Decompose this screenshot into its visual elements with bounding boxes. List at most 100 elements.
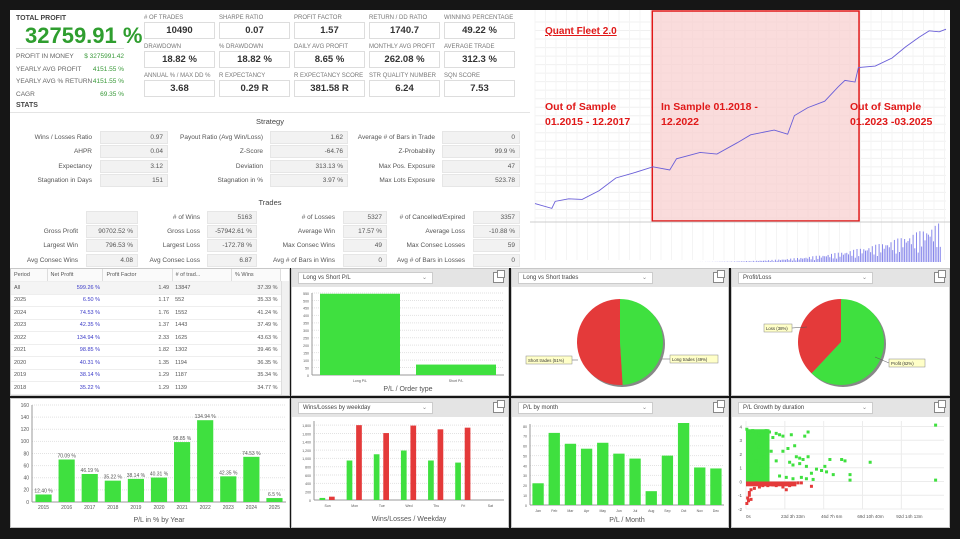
loss-point (781, 485, 785, 489)
table-row[interactable]: 2024 74.53 % 1.76 1552 41.24 % (11, 306, 281, 320)
bar-Aug (645, 491, 657, 505)
month-dropdown[interactable]: P/L by month ⌄ (518, 402, 653, 414)
table-cell: 38.14 % (47, 369, 103, 382)
loss-point (799, 481, 803, 485)
table-cell: 41.24 % (231, 306, 281, 320)
table-row[interactable]: 2019 38.14 % 1.29 1187 35.34 % (11, 369, 281, 382)
popout-window-icon[interactable] (493, 270, 505, 283)
metric-value: 8.65 % (294, 51, 365, 68)
table-cell: 1.35 (102, 356, 173, 370)
weekday-dropdown[interactable]: Wins/Losses by weekday ⌄ (298, 402, 433, 414)
popout-window-icon[interactable] (934, 400, 946, 413)
bar-Wed-s1 (410, 425, 417, 500)
pie-leader-line (791, 326, 808, 329)
pie-label: Loss (38%) (766, 326, 788, 331)
win-point (749, 473, 753, 477)
y-tick-label: 20 (23, 488, 29, 494)
x-tick-label: Aug (648, 509, 654, 513)
table-row[interactable]: 2021 98.85 % 1.82 1302 39.46 % (11, 344, 281, 357)
summary-row: PROFIT IN MONEY $ 3275991.42 (16, 53, 124, 62)
summary-label: YEARLY AVG % RETURN (16, 78, 93, 85)
chevron-down-icon: ⌄ (861, 275, 867, 281)
pie-label-box (525, 355, 573, 365)
loss-point (766, 484, 770, 488)
pie-slice-1 (811, 299, 884, 385)
win-point (843, 459, 847, 463)
bar-Oct (677, 423, 690, 505)
y-tick-label: 200 (303, 344, 309, 348)
metric-value: 18.82 % (144, 51, 215, 68)
chart-title: Quant Fleet 2.0 (545, 26, 617, 37)
table-scrollbar[interactable] (281, 281, 289, 395)
table-cell: 552 (172, 294, 232, 307)
dropdown-value: Long vs Short P/L (303, 275, 351, 281)
profit-loss-dropdown[interactable]: Profit/Loss ⌄ (738, 272, 873, 284)
win-point (798, 462, 802, 466)
y-tick-label: 1,400 (302, 441, 311, 445)
weekday-chart: 0 200 400 600 800 1,000 1,200 1,400 1,600 1,800 Su… (302, 421, 504, 523)
summary-label: PROFIT IN MONEY (16, 53, 74, 60)
table-cell: 1.49 (102, 281, 173, 295)
strategy-value: 3.97 % (270, 173, 348, 187)
table-cell: 43.63 % (231, 331, 281, 345)
long-short-pl-dropdown[interactable]: Long vs Short P/L ⌄ (298, 272, 433, 284)
metric-label: PROFIT FACTOR (294, 15, 342, 21)
table-row[interactable]: 2018 35.22 % 1.29 1139 34.77 % (11, 381, 281, 395)
x-tick-label: Sat (488, 504, 493, 508)
column-header[interactable]: Net Profit (47, 269, 104, 282)
table-row[interactable]: All 599.26 % 1.49 13847 37.39 % (11, 281, 281, 295)
period-table-panel: Period Net Profit Profit Factor # of trad..… (10, 268, 290, 396)
bar-2021 (174, 442, 191, 502)
y-tick-label: 200 (305, 490, 311, 494)
trades-value: -172.78 % (207, 239, 257, 253)
column-header[interactable]: Period (11, 269, 48, 282)
strategy-label: Average # of Bars in Trade (357, 134, 435, 141)
loss-point (761, 484, 765, 488)
win-point (754, 430, 758, 434)
popout-window-icon[interactable] (934, 270, 946, 283)
popout-window-icon[interactable] (493, 400, 505, 413)
x-tick-label: Wed (405, 504, 412, 508)
x-tick-label: Apr (584, 509, 590, 513)
loss-point (788, 484, 792, 488)
table-cell: 34.77 % (231, 381, 281, 395)
column-header[interactable]: % Wins (231, 269, 281, 282)
x-tick-label: 23d 3h 33m (781, 514, 805, 519)
x-tick-label: 2021 (177, 505, 188, 511)
month-panel: P/L by month ⌄ 0 10 20 30 40 50 60 70 80 Jan Feb Mar… (511, 398, 729, 528)
yearly-pl-panel: 0 20 40 60 80 100 120 140 160 2015 12.40 % 2016 70.0… (10, 398, 290, 528)
pie-slice-1 (620, 299, 663, 385)
bar-Jan (532, 483, 544, 505)
loss-point (771, 483, 775, 487)
table-row[interactable]: 2022 134.94 % 2.33 1625 43.63 % (11, 331, 281, 345)
summary-label: CAGR (16, 90, 35, 98)
metric-label: DAILY AVG PROFIT (294, 44, 349, 50)
column-header[interactable]: # of trad... (172, 269, 233, 282)
table-row[interactable]: 2025 6.50 % 1.17 552 35.33 % (11, 294, 281, 307)
strategy-value: 0 (442, 131, 520, 144)
chevron-down-icon: ⌄ (861, 405, 867, 411)
table-cell: 1.17 (102, 294, 173, 307)
x-tick-label: 2022 (200, 505, 211, 511)
table-cell: 2023 (11, 319, 47, 332)
table-row[interactable]: 2020 40.31 % 1.35 1194 36.35 % (11, 356, 281, 370)
table-row[interactable]: 2023 42.35 % 1.37 1443 37.49 % (11, 319, 281, 332)
column-header[interactable]: Profit Factor (102, 269, 173, 282)
table-cell: 599.26 % (47, 281, 103, 295)
y-tick-label: 0 (307, 374, 309, 378)
y-tick-label: 0 (739, 479, 742, 484)
popout-window-icon[interactable] (713, 400, 725, 413)
growth-dropdown[interactable]: P/L Growth by duration ⌄ (738, 402, 873, 414)
x-tick-label: Jan (535, 509, 541, 513)
pie-label: Long trades (49%) (672, 357, 708, 362)
popout-window-icon[interactable] (713, 270, 725, 283)
chevron-down-icon: ⌄ (421, 275, 427, 281)
summary-label: YEARLY AVG PROFIT (16, 65, 82, 73)
win-point (806, 430, 810, 434)
trades-value: 3357 (473, 211, 520, 224)
x-tick-label: Sun (324, 504, 330, 508)
long-short-trades-dropdown[interactable]: Long vs Short trades ⌄ (518, 272, 653, 284)
metric-label: SHARPE RATIO (219, 15, 264, 21)
metric-value: 0.07 (219, 22, 290, 39)
